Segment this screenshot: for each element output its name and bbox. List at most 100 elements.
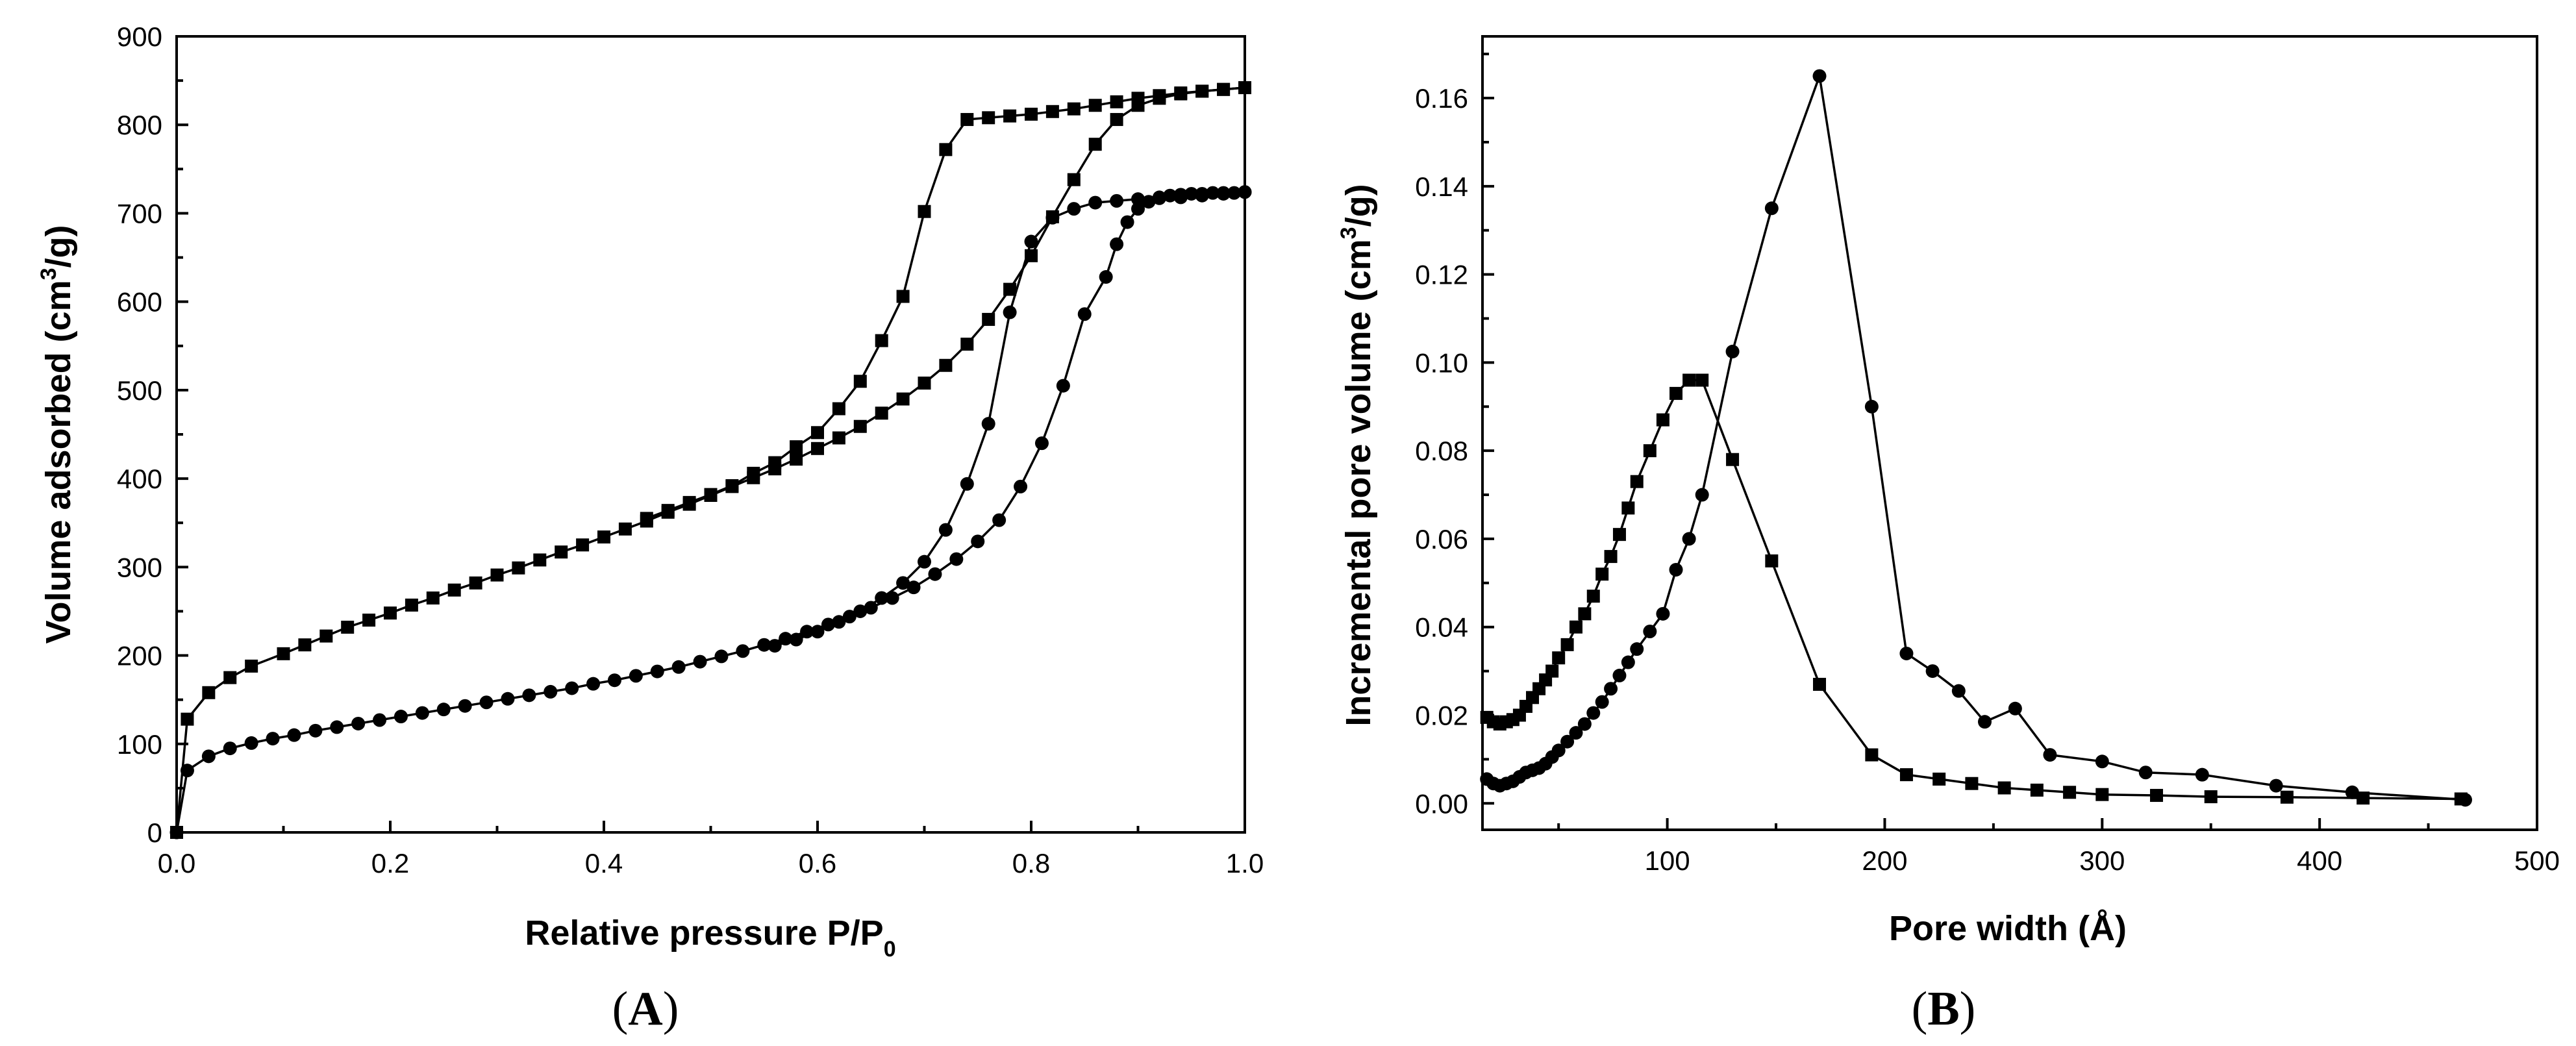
panel-a-circles-adsorption-point bbox=[800, 625, 814, 639]
panel-a-circles-desorption-point bbox=[875, 591, 889, 605]
panel-a-squares-desorption-point bbox=[896, 290, 910, 303]
panel-a-y-tick-label: 500 bbox=[117, 375, 162, 406]
panel-a-y-tick-label: 900 bbox=[117, 21, 162, 52]
panel-b-circles-point bbox=[1612, 668, 1627, 682]
panel-a-x-axis-title-subscript: 0 bbox=[884, 937, 896, 962]
panel-a-circles-adsorption-point bbox=[308, 723, 323, 738]
panel-a-y-tick-label: 700 bbox=[117, 198, 162, 229]
panel-b-circles-point bbox=[1577, 717, 1592, 731]
panel-a-squares-desorption-point bbox=[1131, 92, 1145, 105]
panel-b-circles-point bbox=[1656, 606, 1670, 621]
panel-a-circles-adsorption-point bbox=[565, 681, 579, 695]
panel-a-squares-adsorption-point bbox=[960, 338, 974, 351]
panel-b-circles-point bbox=[1951, 684, 1966, 698]
panel-a-squares-adsorption-point bbox=[939, 358, 953, 372]
panel-a-circles-adsorption-point bbox=[928, 567, 942, 581]
panel-b-x-tick-label: 300 bbox=[2079, 845, 2125, 876]
panel-b-ticks: 100 200 300 400 500 0.00 0.02 0.04 0.06 0.08 0.10 0… bbox=[1415, 53, 2560, 876]
panel-b-y-tick-label: 0.02 bbox=[1415, 700, 1468, 730]
panel-a-circles-adsorption-point bbox=[907, 580, 921, 595]
panel-a-squares-adsorption-point bbox=[1025, 249, 1038, 262]
panel-a-circles-adsorption-point bbox=[1184, 186, 1199, 201]
panel-b-circles-point bbox=[1560, 734, 1575, 749]
panel-a-y-tick-label: 300 bbox=[117, 552, 162, 582]
panel-b-x-tick-label: 400 bbox=[2297, 845, 2342, 876]
panel-a-circles-adsorption-point bbox=[351, 716, 366, 730]
panel-b-squares-point bbox=[2150, 789, 2164, 803]
panel-a-squares-adsorption-point bbox=[1088, 138, 1102, 151]
panel-a-circles-desorption-point bbox=[1045, 210, 1060, 225]
panel-a-squares-adsorption-point bbox=[277, 647, 290, 660]
panel-a-squares-adsorption-point bbox=[1003, 282, 1017, 296]
panel-b-circles-point bbox=[2095, 754, 2109, 769]
panel-b-squares-line bbox=[1486, 379, 2461, 801]
panel-b-y-tick-label: 0.12 bbox=[1415, 260, 1468, 290]
panel-a-circles-adsorption-point bbox=[650, 664, 664, 679]
panel-a-squares-desorption-point bbox=[640, 512, 653, 525]
panel-b-x-tick-label: 500 bbox=[2514, 845, 2560, 876]
panel-a-circles-desorption-point bbox=[1024, 234, 1038, 249]
panel-a-circles-adsorption-point bbox=[287, 728, 301, 742]
panel-a-y-axis-title-superscript: 3 bbox=[36, 268, 61, 280]
panel-b-squares-point bbox=[1621, 501, 1635, 515]
panel-a-squares-adsorption-point bbox=[896, 392, 910, 406]
panel-a-circles-desorption-point bbox=[981, 417, 995, 431]
panel-b-squares-point bbox=[1586, 590, 1600, 603]
panel-a-squares-adsorption-point bbox=[181, 712, 194, 726]
panel-a-squares-adsorption-point bbox=[811, 442, 824, 455]
panel-a-circles-desorption-point bbox=[853, 604, 868, 618]
panel-a-circles-adsorption-point bbox=[1206, 186, 1220, 200]
panel-a-circles-adsorption-point bbox=[821, 617, 835, 632]
panel-a-circles-adsorption-point bbox=[436, 703, 451, 717]
panel-a-squares-adsorption-point bbox=[576, 538, 590, 552]
panel-b-y-tick-label: 0.04 bbox=[1415, 612, 1468, 643]
panel-a-circles-desorption-point bbox=[1131, 192, 1145, 206]
panel-b-circles-point bbox=[1630, 642, 1644, 656]
panel-b-squares-point bbox=[1726, 453, 1740, 466]
panel-a-squares-adsorption-point bbox=[426, 591, 440, 605]
panel-a-squares-desorption-point bbox=[918, 205, 931, 218]
panel-b-circles-point bbox=[1864, 399, 1879, 414]
panel-a-squares-desorption-point bbox=[682, 495, 696, 509]
panel-a-circles-desorption-point bbox=[1003, 305, 1017, 319]
panel-a-squares-adsorption-point bbox=[832, 431, 845, 445]
panel-b-circles-point bbox=[1812, 69, 1827, 83]
panel-a-squares-desorption-point bbox=[960, 113, 974, 127]
panel-b-squares-point bbox=[1569, 620, 1582, 634]
panel-a-circles-adsorption-point bbox=[330, 720, 344, 734]
panel-b-y-axis-title-superscript: 3 bbox=[1336, 227, 1361, 239]
panel-b-circles-point bbox=[1595, 695, 1609, 709]
panel-a-squares-adsorption-point bbox=[533, 553, 547, 567]
panel-a-squares-adsorption-point bbox=[202, 686, 216, 699]
panel-a-squares-desorption-point bbox=[1153, 89, 1166, 103]
panel-a-squares-desorption-point bbox=[768, 456, 782, 469]
panel-a-circles-adsorption-point bbox=[714, 649, 729, 664]
panel-b-circles-point bbox=[2269, 778, 2283, 793]
panel-a-squares-adsorption-point bbox=[853, 419, 867, 433]
panel-a-circles-desorption-point bbox=[896, 576, 910, 590]
panel-b-circles-point bbox=[1682, 532, 1696, 546]
panel-b-circles-point bbox=[2008, 701, 2022, 716]
panel-b-squares-point bbox=[1899, 768, 1913, 782]
panel-a-squares-adsorption-point bbox=[597, 530, 610, 544]
panel-a-squares-desorption-point bbox=[853, 375, 867, 388]
panel-a-squares-desorption-point bbox=[725, 479, 739, 493]
panel-b-circles-point bbox=[1725, 344, 1740, 358]
panel-a-circles-adsorption-point bbox=[779, 632, 793, 646]
panel-a-y-tick-label: 600 bbox=[117, 287, 162, 318]
panel-a-squares-adsorption-point bbox=[1067, 173, 1081, 186]
panel-b-squares-point bbox=[1932, 772, 1946, 786]
panel-a-label: (A) bbox=[612, 982, 679, 1036]
panel-a-y-tick-label: 800 bbox=[117, 110, 162, 140]
panel-a-plot-frame bbox=[175, 35, 1246, 834]
panel-b-circles-point bbox=[1621, 655, 1635, 669]
panel-a-x-tick-label: 0.6 bbox=[799, 848, 836, 878]
panel-a-x-tick-label: 0.8 bbox=[1012, 848, 1050, 878]
panel-a-x-tick-label: 0.4 bbox=[585, 848, 623, 878]
panel-a-circles-desorption-point bbox=[1216, 186, 1231, 201]
panel-b-series-lines bbox=[1486, 75, 2466, 801]
panel-b-squares-point bbox=[1630, 475, 1644, 488]
panel-a-circles-adsorption-point bbox=[169, 825, 184, 840]
panel-a-squares-desorption-point bbox=[790, 440, 803, 454]
panel-a-circles-adsorption-point bbox=[373, 713, 387, 727]
